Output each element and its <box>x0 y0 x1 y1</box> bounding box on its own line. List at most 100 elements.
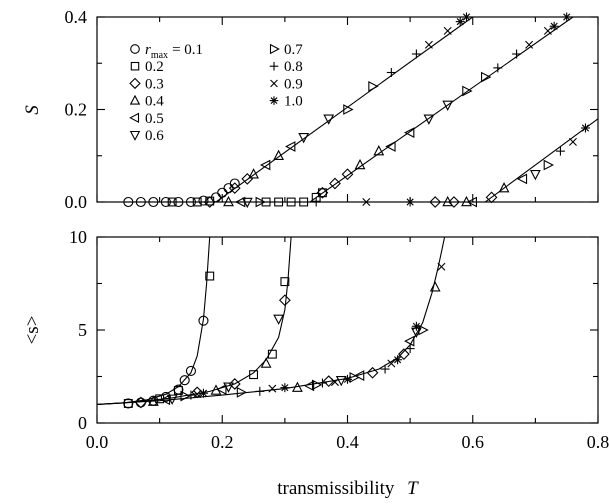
marker-circle <box>223 183 234 194</box>
marker-star <box>343 374 352 384</box>
marker-circle <box>173 196 184 208</box>
marker-diamond-shape <box>397 348 410 361</box>
marker-square-shape <box>167 197 177 207</box>
marker-cross <box>543 26 552 35</box>
panel-mean-cluster-size: 0 5 10 0.0 0.2 0.4 0.6 0.8 <box>69 227 609 452</box>
marker-cross <box>362 198 371 206</box>
marker-triangle-up <box>248 168 259 179</box>
marker-diamond <box>341 168 354 181</box>
marker-triangle-down-shape <box>423 114 435 125</box>
marker-triangle-down-shape <box>273 314 285 325</box>
marker-triangle-left-shape <box>385 141 396 152</box>
marker-triangle-left-shape <box>129 112 140 124</box>
marker-diamond-shape <box>429 196 442 208</box>
fit-curve-bottom-3 <box>96 236 446 405</box>
marker-triangle-down <box>273 314 285 325</box>
marker-circle-shape <box>173 196 184 208</box>
marker-diamond <box>228 182 241 195</box>
marker-star <box>455 17 465 27</box>
marker-triangle-up <box>291 381 303 392</box>
marker-circle <box>160 196 171 208</box>
marker-square-shape <box>130 61 140 71</box>
marker-triangle-down <box>298 133 310 144</box>
marker-triangle-left-shape <box>404 335 415 347</box>
marker-triangle-up <box>354 158 366 170</box>
y-tick-label-top: 0.0 <box>65 192 88 212</box>
marker-diamond <box>429 196 442 208</box>
marker-triangle-right-shape <box>255 196 266 208</box>
marker-square <box>249 370 259 380</box>
marker-square-shape <box>192 197 202 207</box>
marker-square-shape <box>299 197 309 207</box>
marker-circle <box>160 391 171 403</box>
marker-star <box>562 12 572 22</box>
marker-cross <box>568 137 577 146</box>
marker-plus <box>386 68 396 77</box>
marker-circle-shape <box>229 178 240 189</box>
marker-triangle-left <box>466 196 478 208</box>
marker-square-shape <box>249 370 259 380</box>
marker-square-shape <box>274 197 284 207</box>
marker-diamond <box>241 172 254 185</box>
marker-diamond-shape <box>366 366 379 379</box>
marker-diamond <box>129 77 141 90</box>
marker-star <box>198 388 208 398</box>
legend-entry-label: 1.0 <box>284 94 303 110</box>
marker-triangle-down <box>335 375 347 387</box>
marker-triangle-left-shape <box>404 127 415 139</box>
marker-triangle-right <box>343 104 354 115</box>
marker-circle <box>185 196 196 208</box>
marker-triangle-left <box>516 173 528 185</box>
marker-cross-b <box>543 26 552 35</box>
marker-star-ray <box>270 97 278 105</box>
legend-entry-label: 0.3 <box>145 76 164 92</box>
marker-triangle-up-shape <box>248 168 259 179</box>
marker-triangle-down-shape <box>442 100 454 111</box>
marker-star-ray <box>563 13 571 21</box>
marker-star <box>405 197 415 207</box>
legend: rmax = 0.1 0.20.3 0.40.50.6 0.70.80.9 1.0 <box>129 42 303 144</box>
y-tick-label-bottom: 5 <box>78 320 87 340</box>
marker-circle-shape <box>160 196 171 208</box>
marker-triangle-right-shape <box>462 85 473 97</box>
marker-diamond-shape <box>329 177 341 190</box>
x-tick-label: 0.8 <box>587 432 609 452</box>
marker-circle <box>130 44 140 54</box>
marker-cross-b <box>424 40 433 49</box>
legend-entry-label: 0.8 <box>284 59 303 75</box>
marker-triangle-down <box>423 114 435 125</box>
marker-star-ray <box>581 124 590 132</box>
y-axis-label-top: S <box>22 105 43 115</box>
marker-triangle-right <box>255 196 266 208</box>
marker-triangle-left-shape <box>260 159 271 171</box>
marker-triangle-down <box>323 114 335 125</box>
marker-triangle-down <box>223 382 234 393</box>
marker-circle-shape <box>198 195 209 206</box>
marker-square <box>261 197 271 207</box>
marker-square-shape <box>123 399 133 408</box>
marker-square <box>130 61 140 71</box>
marker-square <box>299 197 309 207</box>
legend-entry-label: 0.5 <box>145 111 164 127</box>
marker-square-shape <box>286 197 296 207</box>
marker-triangle-up-shape <box>354 158 366 170</box>
fit-curve-bottom-2 <box>96 236 292 405</box>
marker-square-shape <box>205 271 215 281</box>
marker-square <box>167 197 177 207</box>
marker-cross-b <box>362 198 371 206</box>
marker-circle-shape <box>179 375 190 386</box>
marker-triangle-up-shape <box>129 94 141 105</box>
marker-star-ray <box>281 384 289 392</box>
marker-diamond-shape <box>203 196 216 208</box>
marker-diamond <box>397 348 410 361</box>
marker-triangle-right-shape <box>418 324 429 336</box>
marker-triangle-up <box>223 195 234 207</box>
marker-plus <box>405 344 415 354</box>
marker-triangle-down <box>166 394 178 405</box>
marker-star-ray <box>199 389 208 397</box>
legend-title-subscript: max <box>151 50 168 61</box>
marker-plus <box>317 378 327 388</box>
marker-triangle-up <box>147 395 159 406</box>
marker-circle-shape <box>135 196 146 208</box>
